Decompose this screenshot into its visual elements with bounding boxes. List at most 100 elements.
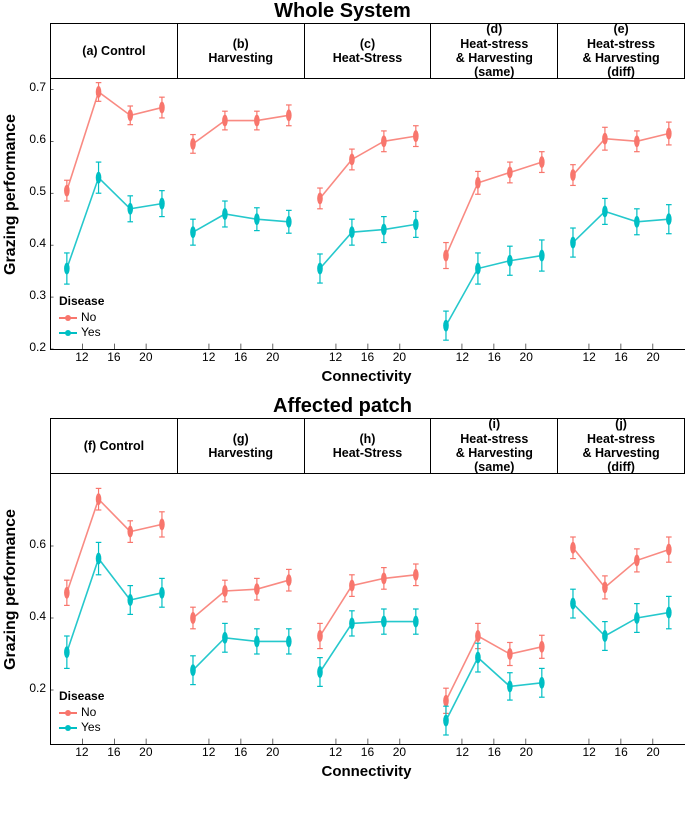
facet-panel: (d)Heat-stress& Harvesting(same)121620 (430, 23, 558, 366)
x-tick-label: 20 (266, 350, 279, 364)
y-tick-label: 0.6 (29, 537, 46, 551)
point-yes (64, 263, 70, 275)
plot-area (304, 79, 432, 350)
series-line-yes (446, 256, 542, 326)
facet-panel: (g)Harvesting121620 (177, 418, 305, 761)
facet-panel: (a) ControlDiseaseNoYes121620 (50, 23, 178, 366)
x-tick-label: 20 (139, 745, 152, 759)
plot-svg (304, 79, 432, 349)
point-no (570, 542, 576, 554)
x-tick-label: 12 (456, 745, 469, 759)
x-label-row: Connectivity (48, 763, 685, 780)
point-no (381, 572, 387, 584)
point-no (64, 587, 70, 599)
plot-area (177, 474, 305, 745)
series-line-yes (67, 178, 162, 269)
panels: (a) ControlDiseaseNoYes121620(b)Harvesti… (50, 23, 685, 366)
series-line-yes (573, 604, 669, 636)
legend-item: Yes (59, 720, 104, 736)
series-line-yes (320, 224, 416, 268)
point-no (349, 154, 355, 166)
point-yes (381, 616, 387, 628)
plot-area (430, 474, 558, 745)
point-yes (507, 255, 513, 267)
point-yes (64, 646, 70, 658)
point-no (96, 86, 102, 98)
point-yes (96, 172, 102, 184)
series-line-no (67, 92, 162, 191)
series-line-yes (573, 211, 669, 242)
series-line-no (193, 580, 289, 618)
x-tick-label: 20 (393, 745, 406, 759)
x-tick-label: 20 (646, 350, 659, 364)
point-no (254, 115, 260, 127)
x-axis-label: Connectivity (48, 763, 685, 780)
point-yes (634, 216, 640, 228)
point-yes (317, 263, 323, 275)
y-tick-label: 0.3 (29, 288, 46, 302)
plot-area: DiseaseNoYes (50, 474, 178, 745)
facet-panel: (h)Heat-Stress121620 (304, 418, 432, 761)
facet-label: (a) Control (50, 23, 178, 79)
x-ticks: 121620 (430, 350, 558, 366)
facet-panel: (b)Harvesting121620 (177, 23, 305, 366)
point-yes (539, 250, 545, 262)
x-ticks: 121620 (177, 350, 305, 366)
point-yes (190, 226, 196, 238)
x-tick-label: 16 (107, 350, 120, 364)
series-line-yes (193, 214, 289, 232)
plot-svg (557, 79, 685, 349)
x-label-row: Connectivity (48, 368, 685, 385)
chart-row: Grazing performance0.20.40.6(f) ControlD… (0, 418, 685, 761)
point-no (317, 192, 323, 204)
point-no (317, 630, 323, 642)
plot-area (304, 474, 432, 745)
x-tick-label: 12 (75, 350, 88, 364)
y-tick-label: 0.4 (29, 609, 46, 623)
facet-panel: (f) ControlDiseaseNoYes121620 (50, 418, 178, 761)
plot-svg (304, 474, 432, 744)
point-no (507, 648, 513, 660)
x-tick-label: 12 (75, 745, 88, 759)
point-no (64, 185, 70, 197)
point-no (222, 585, 228, 597)
x-axis-label: Connectivity (48, 368, 685, 385)
x-ticks: 121620 (304, 350, 432, 366)
point-yes (634, 612, 640, 624)
x-tick-label: 16 (488, 745, 501, 759)
x-tick-label: 12 (202, 745, 215, 759)
point-no (539, 156, 545, 168)
point-yes (570, 237, 576, 249)
point-yes (286, 216, 292, 228)
x-tick-label: 20 (520, 745, 533, 759)
y-tick-label: 0.7 (29, 80, 46, 94)
facet-label: (e)Heat-stress& Harvesting(diff) (557, 23, 685, 79)
facet-panel: (c)Heat-Stress121620 (304, 23, 432, 366)
point-no (159, 102, 165, 114)
x-ticks: 12 16 20 (50, 350, 178, 366)
plot-svg (177, 79, 305, 349)
plot-area (557, 79, 685, 350)
series-line-no (446, 162, 542, 255)
series-line-yes (193, 638, 289, 670)
y-axis-label: Grazing performance (0, 418, 22, 761)
x-tick-label: 20 (139, 350, 152, 364)
legend-item: No (59, 310, 104, 326)
point-no (159, 518, 165, 530)
legend-swatch (59, 332, 77, 334)
series-line-no (193, 115, 289, 144)
x-tick-label: 12 (582, 350, 595, 364)
panels: (f) ControlDiseaseNoYes121620(g)Harvesti… (50, 418, 685, 761)
plot-area (557, 474, 685, 745)
point-yes (602, 630, 608, 642)
y-tick-label: 0.6 (29, 132, 46, 146)
point-yes (476, 652, 482, 664)
plot-area (430, 79, 558, 350)
row-title: Whole System (0, 0, 685, 23)
point-no (190, 138, 196, 150)
y-ticks: 0.20.40.6 (22, 418, 50, 742)
point-no (666, 128, 672, 140)
x-tick-label: 16 (614, 745, 627, 759)
facet-label: (j)Heat-stress& Harvesting(diff) (557, 418, 685, 474)
plot-svg (177, 474, 305, 744)
